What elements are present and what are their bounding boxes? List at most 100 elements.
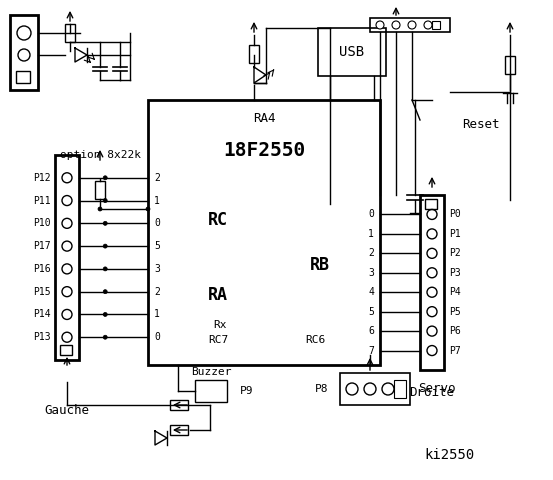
Circle shape	[427, 346, 437, 356]
Circle shape	[427, 248, 437, 258]
Text: P11: P11	[33, 195, 51, 205]
Text: P8: P8	[315, 384, 328, 394]
Circle shape	[103, 335, 107, 339]
Text: ki2550: ki2550	[425, 448, 475, 462]
Text: P7: P7	[449, 346, 461, 356]
Bar	[505, 56, 515, 74]
Text: P13: P13	[33, 332, 51, 342]
Bar	[249, 45, 259, 63]
Text: RB: RB	[310, 256, 330, 274]
Bar	[10, 15, 38, 90]
Text: option 8x22k: option 8x22k	[60, 150, 140, 160]
Text: Rx: Rx	[213, 320, 227, 330]
Text: 7: 7	[368, 346, 374, 356]
Text: 1: 1	[368, 229, 374, 239]
Text: RA: RA	[208, 286, 228, 304]
Text: 4: 4	[368, 287, 374, 297]
Circle shape	[364, 383, 376, 395]
Circle shape	[62, 264, 72, 274]
Circle shape	[427, 307, 437, 317]
Bar	[65, 24, 75, 42]
Text: 0: 0	[154, 218, 160, 228]
Bar	[60, 345, 72, 355]
Bar	[340, 373, 410, 405]
Text: 1: 1	[154, 310, 160, 320]
Circle shape	[62, 195, 72, 205]
Text: RC6: RC6	[305, 335, 325, 345]
Text: P6: P6	[449, 326, 461, 336]
Text: P16: P16	[33, 264, 51, 274]
Bar	[55, 155, 79, 360]
Circle shape	[62, 310, 72, 320]
Text: Buzzer: Buzzer	[191, 367, 231, 377]
Circle shape	[103, 244, 107, 248]
Circle shape	[427, 326, 437, 336]
Text: 5: 5	[154, 241, 160, 251]
Circle shape	[98, 207, 102, 211]
Text: P17: P17	[33, 241, 51, 251]
Text: RC: RC	[208, 211, 228, 229]
Bar	[95, 181, 105, 199]
Circle shape	[382, 383, 394, 395]
Circle shape	[376, 21, 384, 29]
Text: Droite: Droite	[410, 385, 455, 398]
Circle shape	[427, 268, 437, 278]
Circle shape	[427, 287, 437, 297]
Text: P1: P1	[449, 229, 461, 239]
Circle shape	[103, 176, 107, 180]
Text: 3: 3	[154, 264, 160, 274]
Circle shape	[103, 267, 107, 271]
Text: P9: P9	[240, 386, 254, 396]
Circle shape	[17, 26, 31, 40]
Circle shape	[427, 229, 437, 239]
Bar	[394, 380, 406, 398]
Circle shape	[62, 173, 72, 183]
Bar	[16, 71, 30, 83]
Circle shape	[427, 209, 437, 219]
Text: 18F2550: 18F2550	[223, 141, 305, 159]
Text: 2: 2	[154, 287, 160, 297]
Text: 0: 0	[154, 332, 160, 342]
Circle shape	[18, 49, 30, 61]
Text: Servo: Servo	[418, 383, 456, 396]
Text: USB: USB	[340, 45, 364, 59]
Circle shape	[103, 199, 107, 203]
Text: 5: 5	[368, 307, 374, 317]
Text: 1: 1	[154, 195, 160, 205]
Circle shape	[62, 332, 72, 342]
Bar	[170, 400, 188, 410]
Circle shape	[408, 21, 416, 29]
Circle shape	[103, 312, 107, 316]
Text: P2: P2	[449, 248, 461, 258]
Circle shape	[346, 383, 358, 395]
Circle shape	[103, 289, 107, 294]
Text: 0: 0	[368, 209, 374, 219]
Text: P4: P4	[449, 287, 461, 297]
Bar	[420, 195, 444, 370]
Bar	[370, 18, 450, 32]
Text: 3: 3	[368, 268, 374, 278]
Text: P5: P5	[449, 307, 461, 317]
Text: RC7: RC7	[208, 335, 228, 345]
Text: P0: P0	[449, 209, 461, 219]
Circle shape	[62, 241, 72, 251]
Text: P10: P10	[33, 218, 51, 228]
Bar	[170, 425, 188, 435]
Text: RA4: RA4	[253, 111, 275, 124]
Circle shape	[392, 21, 400, 29]
Text: Gauche: Gauche	[44, 404, 90, 417]
Circle shape	[62, 218, 72, 228]
Circle shape	[62, 287, 72, 297]
Bar	[148, 100, 380, 365]
Circle shape	[146, 207, 150, 211]
Text: P15: P15	[33, 287, 51, 297]
Text: 2: 2	[154, 173, 160, 183]
Bar	[318, 28, 386, 76]
Bar	[432, 21, 440, 29]
Text: P14: P14	[33, 310, 51, 320]
Circle shape	[424, 21, 432, 29]
Text: Reset: Reset	[462, 119, 500, 132]
Text: 2: 2	[368, 248, 374, 258]
Text: P3: P3	[449, 268, 461, 278]
Circle shape	[103, 221, 107, 225]
